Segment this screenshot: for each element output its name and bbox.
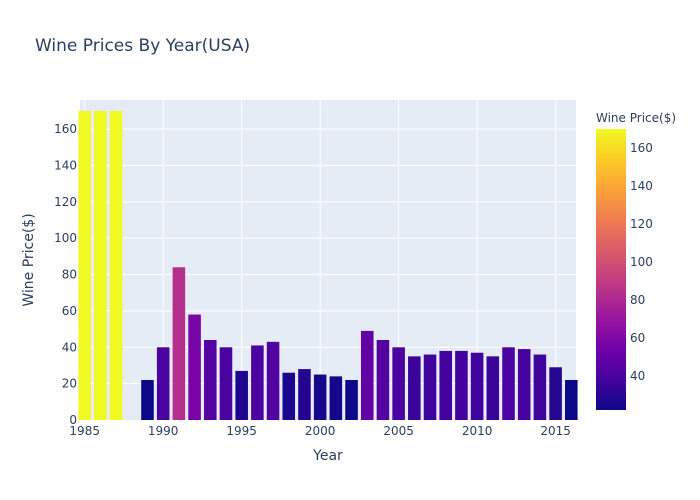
bar-2014[interactable] [533, 354, 547, 420]
bar-2005[interactable] [392, 347, 405, 420]
colorbar-tick-label: 100 [630, 255, 653, 269]
bar-2000[interactable] [313, 374, 327, 420]
bar-2001[interactable] [329, 376, 343, 420]
y-axis-title: Wine Price($) [21, 213, 37, 306]
y-tick-label: 0 [69, 413, 77, 427]
y-axis-ticks: 0 20 40 60 80 100 120 140 160 [54, 122, 77, 427]
bar-1993[interactable] [204, 340, 217, 420]
bar-2002[interactable] [345, 380, 358, 420]
bar-1989[interactable] [141, 380, 154, 420]
chart-title: Wine Prices By Year(USA) [35, 36, 250, 56]
bar-1987[interactable] [109, 110, 123, 420]
bar-1995[interactable] [235, 370, 248, 420]
bar-1999[interactable] [298, 369, 311, 420]
x-tick-label: 2015 [540, 424, 571, 438]
colorbar-title: Wine Price($) [596, 111, 676, 125]
y-tick-label: 60 [62, 304, 77, 318]
x-tick-label: 2010 [462, 424, 493, 438]
x-axis-title: Year [312, 448, 343, 464]
bar-1997[interactable] [266, 341, 280, 420]
colorbar-tick-label: 160 [630, 141, 653, 155]
y-tick-label: 120 [54, 195, 77, 209]
x-tick-label: 2005 [383, 424, 414, 438]
bar-2004[interactable] [376, 340, 390, 420]
bar-2016[interactable] [565, 380, 578, 420]
x-tick-label: 2000 [305, 424, 336, 438]
bar-2008[interactable] [439, 350, 452, 420]
bar-1991[interactable] [172, 267, 186, 420]
bar-2007[interactable] [423, 354, 437, 420]
colorbar-tick-label: 60 [630, 331, 645, 345]
bar-2013[interactable] [517, 349, 531, 420]
x-tick-label: 1995 [226, 424, 257, 438]
bar-2006[interactable] [408, 356, 421, 420]
colorbar [596, 129, 626, 410]
bar-2010[interactable] [470, 352, 484, 420]
y-tick-label: 80 [62, 268, 77, 282]
bar-2003[interactable] [360, 330, 374, 420]
bar-2015[interactable] [549, 367, 562, 420]
y-tick-label: 140 [54, 158, 77, 172]
bar-1990[interactable] [156, 347, 170, 420]
x-axis-ticks: 1985 1990 1995 2000 2005 2010 2015 [69, 424, 570, 438]
x-tick-label: 1985 [69, 424, 100, 438]
bar-2011[interactable] [486, 356, 500, 420]
colorbar-ticks: 40 60 80 100 120 140 160 [630, 141, 653, 383]
bar-1992[interactable] [188, 314, 201, 420]
colorbar-tick-label: 120 [630, 217, 653, 231]
colorbar-tick-label: 40 [630, 369, 645, 383]
bar-1985[interactable] [78, 110, 91, 420]
bar-2012[interactable] [502, 347, 515, 420]
bar-1986[interactable] [94, 110, 107, 420]
bar-1998[interactable] [282, 372, 296, 420]
colorbar-tick-label: 140 [630, 179, 653, 193]
y-tick-label: 40 [62, 340, 77, 354]
y-tick-label: 160 [54, 122, 77, 136]
bar-1994[interactable] [219, 347, 233, 420]
plot-background [80, 100, 576, 420]
bars [78, 110, 578, 420]
x-tick-label: 1990 [148, 424, 179, 438]
bar-1996[interactable] [251, 345, 264, 420]
colorbar-tick-label: 80 [630, 293, 645, 307]
y-tick-label: 20 [62, 377, 77, 391]
y-tick-label: 100 [54, 231, 77, 245]
bar-2009[interactable] [455, 350, 468, 420]
